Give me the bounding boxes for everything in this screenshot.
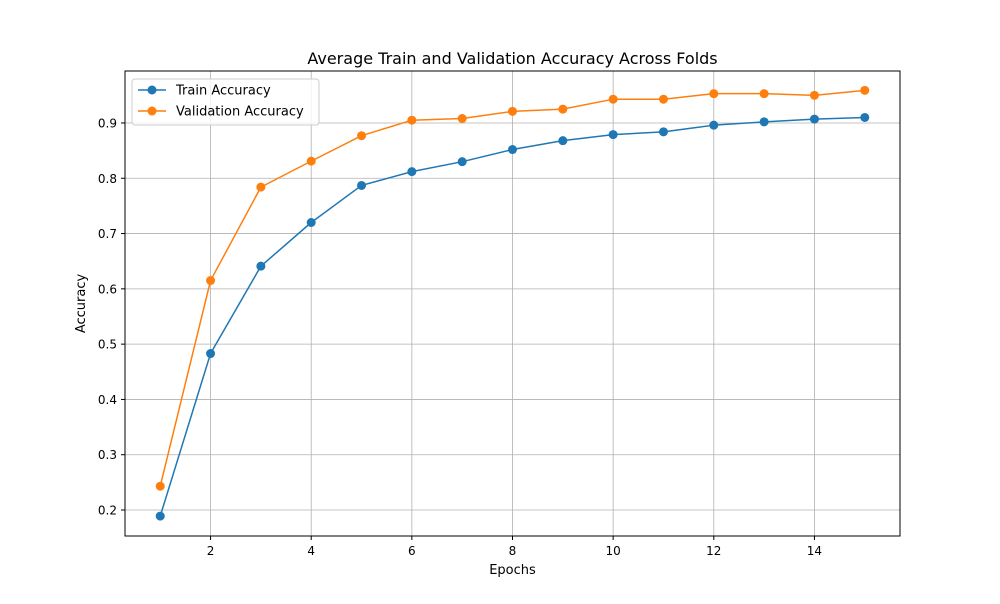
y-tick-label: 0.9 (98, 116, 117, 130)
legend-swatch-validation-marker (147, 106, 157, 116)
y-axis-label: Accuracy (74, 274, 89, 334)
series-train (155, 112, 870, 521)
data-point-validation (256, 182, 266, 192)
x-tick-label: 10 (606, 544, 621, 558)
y-tick-label: 0.2 (98, 504, 117, 518)
data-point-train (860, 112, 870, 122)
data-point-validation (407, 115, 417, 125)
data-point-validation (759, 89, 769, 99)
legend-label-validation: Validation Accuracy (176, 105, 304, 120)
y-tick-label: 0.4 (98, 393, 117, 407)
x-axis-ticks: 2 4 6 8 10 12 14 (207, 536, 822, 558)
data-point-validation (608, 94, 618, 104)
x-tick-label: 4 (307, 544, 315, 558)
y-tick-label: 0.5 (98, 338, 117, 352)
data-point-validation (809, 90, 819, 100)
data-point-validation (306, 156, 316, 166)
grid-layer (125, 71, 900, 536)
x-tick-label: 12 (706, 544, 721, 558)
y-axis-ticks: 0.2 0.3 0.4 0.5 0.6 0.7 0.8 0.9 (98, 116, 125, 518)
data-point-train (658, 127, 668, 137)
data-point-validation (508, 106, 517, 116)
data-point-train (508, 145, 517, 155)
data-point-validation (558, 104, 568, 114)
data-point-train (608, 130, 618, 140)
data-point-train (206, 349, 216, 359)
data-point-validation (357, 131, 367, 141)
data-point-train (809, 114, 819, 124)
x-axis-label: Epochs (489, 563, 536, 578)
data-point-train (256, 261, 266, 271)
legend-swatch-train-marker (147, 85, 157, 95)
data-point-validation (457, 114, 467, 124)
y-tick-label: 0.3 (98, 448, 117, 462)
x-tick-label: 8 (509, 544, 517, 558)
data-point-validation (155, 481, 165, 491)
data-point-validation (658, 94, 668, 104)
data-point-train (709, 120, 719, 130)
legend: Train Accuracy Validation Accuracy (131, 78, 320, 126)
series-layer (155, 85, 870, 521)
x-tick-label: 14 (807, 544, 822, 558)
y-tick-label: 0.8 (98, 172, 117, 186)
data-point-train (407, 167, 417, 177)
data-point-train (759, 117, 769, 127)
legend-label-train: Train Accuracy (175, 84, 271, 99)
data-point-validation (860, 85, 870, 95)
x-tick-label: 2 (207, 544, 215, 558)
data-point-validation (709, 89, 719, 99)
data-point-train (155, 511, 165, 521)
y-tick-label: 0.7 (98, 227, 117, 241)
x-tick-label: 6 (408, 544, 416, 558)
data-point-train (306, 217, 316, 227)
chart-title: Average Train and Validation Accuracy Ac… (307, 49, 717, 68)
y-tick-label: 0.6 (98, 282, 117, 296)
data-point-train (357, 180, 367, 190)
data-point-train (457, 157, 467, 167)
data-point-train (558, 136, 568, 146)
series-validation (155, 85, 870, 491)
legend-frame (131, 78, 320, 126)
data-point-validation (206, 276, 216, 286)
